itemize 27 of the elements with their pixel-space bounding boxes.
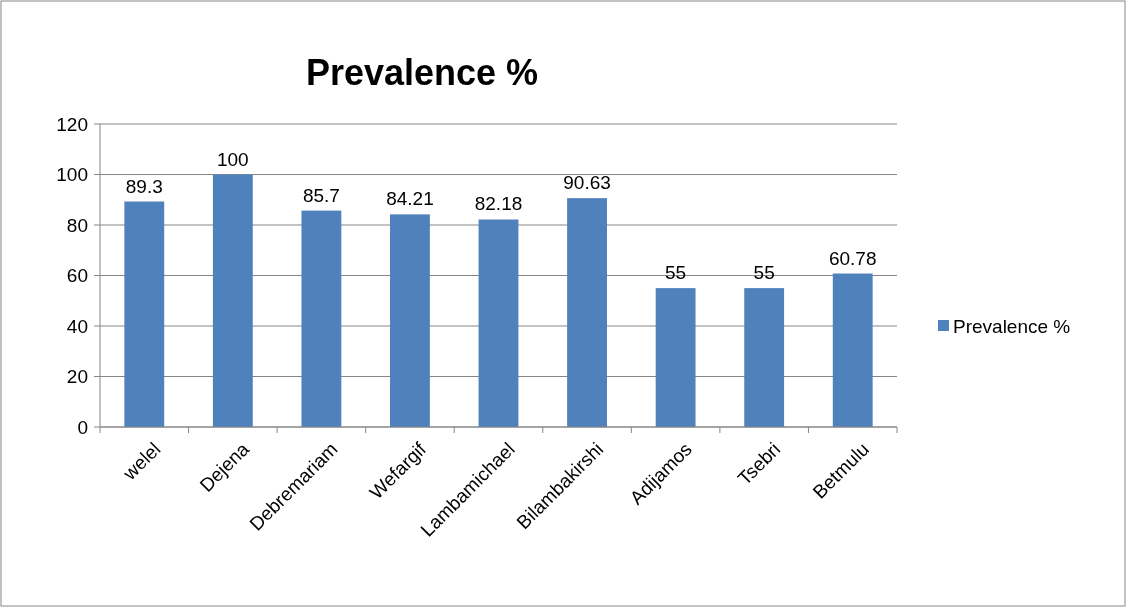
data-label: 90.63 bbox=[563, 172, 611, 194]
bar bbox=[301, 210, 342, 427]
data-label: 85.7 bbox=[302, 184, 340, 206]
bar bbox=[478, 219, 519, 427]
y-tick-label: 80 bbox=[66, 214, 88, 236]
data-label: 100 bbox=[216, 148, 249, 170]
y-tick-label: 0 bbox=[77, 416, 88, 438]
y-tick-label: 40 bbox=[66, 315, 88, 337]
bar bbox=[832, 273, 873, 427]
y-tick-label: 100 bbox=[56, 164, 88, 186]
y-tick-label: 20 bbox=[66, 366, 88, 388]
data-label: 60.78 bbox=[828, 247, 877, 269]
bar bbox=[212, 174, 253, 427]
bar bbox=[124, 201, 165, 427]
data-label: 84.21 bbox=[386, 188, 434, 210]
bar bbox=[744, 288, 785, 427]
data-label: 89.3 bbox=[125, 175, 163, 197]
legend-label: Prevalence % bbox=[953, 315, 1071, 337]
y-tick-label: 60 bbox=[66, 265, 88, 287]
y-tick-label: 120 bbox=[56, 113, 88, 135]
bar bbox=[390, 214, 430, 427]
bar bbox=[567, 198, 607, 427]
data-label: 55 bbox=[753, 262, 775, 284]
data-label: 55 bbox=[665, 262, 687, 284]
data-label: 82.18 bbox=[474, 193, 523, 215]
bar bbox=[655, 288, 696, 427]
chart-title: Prevalence % bbox=[305, 52, 539, 93]
